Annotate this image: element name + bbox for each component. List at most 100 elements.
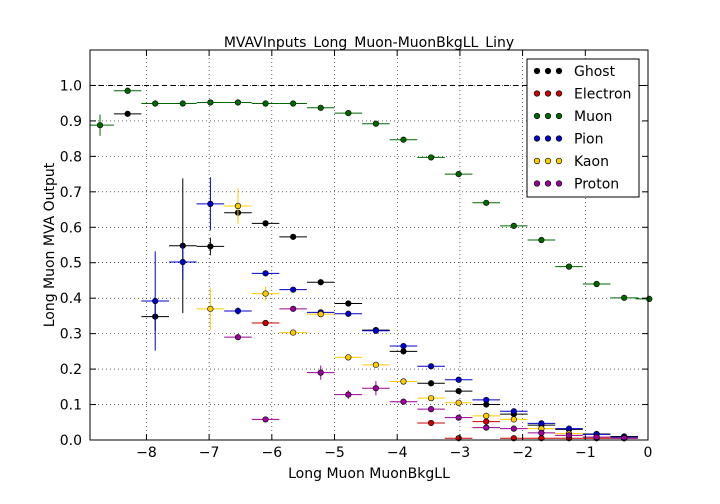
y-tick-label: 0.9 [60,114,82,130]
data-point [372,327,379,334]
data-point [510,408,517,415]
data-point [427,406,435,413]
legend-marker [555,135,563,142]
data-point [510,425,517,432]
data-point [152,100,159,107]
data-point [455,414,462,421]
data-point [262,416,269,423]
legend-entry: Muon [533,109,612,125]
data-point [565,263,573,270]
data-point [483,418,490,425]
x-tick-label: −8 [136,445,157,461]
data-point [234,99,242,106]
data-point [179,100,186,107]
legend-label: Kaon [574,154,609,170]
data-point [593,434,600,441]
data-point [400,378,407,385]
legend: Ghost Electron Muon Pion Kaon Proton [526,58,640,198]
x-tick-label: −5 [324,445,345,461]
legend-marker [533,180,541,187]
data-point [372,385,379,392]
legend-marker [533,90,541,97]
legend-marker [555,67,563,75]
x-tick-label: −4 [387,445,408,461]
data-point [262,290,269,297]
data-point [317,369,324,376]
data-point [483,412,490,419]
x-tick-label: −1 [575,445,596,461]
data-point [400,398,407,405]
legend-label: Proton [574,177,619,193]
data-point [510,222,517,229]
data-point [372,120,379,127]
data-point [345,354,352,361]
legend-label: Ghost [574,64,616,80]
y-tick-label: 0.6 [60,220,82,236]
legend-entry: Kaon [533,154,609,170]
legend-marker [555,90,563,97]
data-point [427,395,435,402]
y-tick-label: 0.8 [60,149,82,165]
x-axis-label: Long Muon MuonBkgLL [288,466,450,482]
legend-label: Muon [574,109,612,125]
legend-entry: Pion [533,132,603,148]
data-point [317,279,324,286]
legend-label: Electron [574,87,631,103]
series-proton [224,305,638,442]
data-point [455,399,462,406]
data-point [345,391,352,398]
data-point [124,110,131,117]
data-point [400,136,407,143]
legend-marker [555,180,563,187]
data-point [262,319,269,327]
data-point [234,334,242,341]
data-point [455,170,462,178]
data-point [96,122,104,129]
legend-marker [555,157,563,165]
y-tick-label: 0.3 [60,327,82,343]
legend-marker [544,67,552,75]
legend-marker [544,157,552,165]
legend-marker [533,112,541,120]
legend-marker [533,157,541,165]
data-point [538,236,545,244]
data-point [124,87,131,94]
y-tick-label: 1.0 [60,78,82,94]
legend-marker [544,112,552,120]
data-point [179,258,186,266]
y-tick-label: 0.2 [60,362,82,378]
legend-marker [533,67,541,75]
x-tick-label: −2 [512,445,533,461]
legend-marker [555,112,563,120]
data-point [427,363,435,370]
data-point [538,429,545,437]
data-point [621,294,628,301]
plot-frame [89,49,649,441]
data-point [510,416,517,423]
data-point [290,100,297,107]
data-point [317,104,324,111]
y-tick-label: 0.7 [60,185,82,201]
y-axis-label: Long Muon MVA Output [42,162,58,327]
y-tick-label: 0.4 [60,291,82,307]
data-point [427,419,435,427]
data-point [483,424,490,431]
data-point [400,348,407,355]
data-point [207,200,214,207]
data-point [400,342,407,350]
data-point [262,270,269,277]
y-tick-label: 0.0 [60,433,82,449]
y-tick-label: 0.1 [60,398,82,414]
legend-entry: Electron [533,87,631,103]
data-point [207,305,214,312]
data-point [593,280,600,288]
data-point [565,432,573,439]
data-point [372,361,379,368]
series-muon [90,87,653,302]
legend-marker [544,180,552,187]
chart-title: MVAVInputs_Long_Muon-MuonBkgLL_Liny [224,35,514,51]
data-point [483,396,490,404]
data-point [646,295,653,302]
data-point [345,310,352,317]
data-point [345,300,352,307]
